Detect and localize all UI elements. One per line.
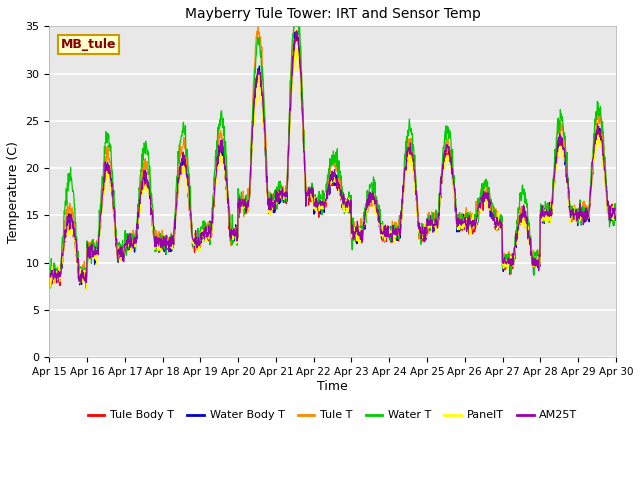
Title: Mayberry Tule Tower: IRT and Sensor Temp: Mayberry Tule Tower: IRT and Sensor Temp (184, 7, 481, 21)
Text: MB_tule: MB_tule (61, 38, 116, 51)
Legend: Tule Body T, Water Body T, Tule T, Water T, PanelT, AM25T: Tule Body T, Water Body T, Tule T, Water… (83, 406, 582, 425)
X-axis label: Time: Time (317, 380, 348, 393)
Y-axis label: Temperature (C): Temperature (C) (7, 141, 20, 243)
